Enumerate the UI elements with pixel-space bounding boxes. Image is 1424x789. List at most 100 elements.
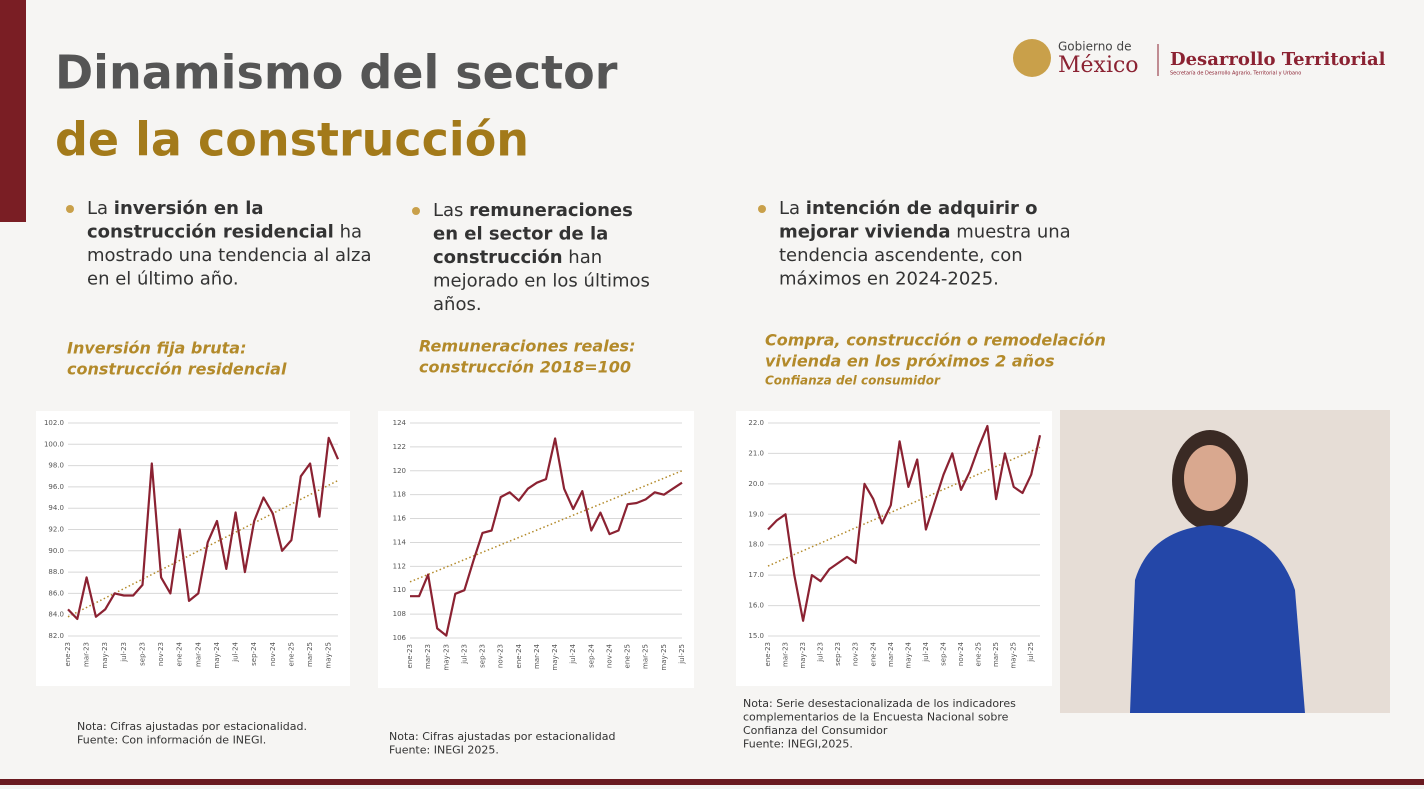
chart-title: Remuneraciones reales: (419, 337, 635, 356)
y-tick-label: 92.0 (48, 526, 64, 534)
x-tick-label: sep-23 (834, 642, 842, 666)
x-tick-label: sep-23 (138, 642, 146, 666)
interpreter-body (1130, 525, 1305, 713)
y-tick-label: 122 (393, 443, 406, 451)
chart-title: construcción residencial (67, 360, 287, 379)
y-tick-label: 116 (393, 515, 407, 523)
bullet-part: en el último año. (87, 269, 239, 290)
y-tick-label: 15.0 (748, 632, 764, 640)
x-tick-label: mar-25 (642, 644, 650, 669)
x-tick-label: mar-23 (83, 642, 91, 667)
bullet-part: ha (334, 222, 368, 243)
y-tick-label: 90.0 (48, 547, 64, 555)
chart-note: Fuente: INEGI,2025. (743, 738, 853, 751)
x-tick-label: jul-24 (922, 641, 930, 662)
x-tick-label: nov-24 (269, 641, 277, 666)
y-tick-label: 114 (393, 538, 407, 546)
logo-top: Gobierno de (1058, 40, 1131, 54)
logo-main: México (1058, 53, 1139, 78)
x-tick-label: mar-23 (424, 644, 432, 669)
y-tick-label: 16.0 (748, 602, 764, 610)
x-tick-label: may-23 (442, 644, 450, 671)
bullet-part: muestra una (951, 222, 1077, 243)
x-tick-label: sep-24 (939, 641, 947, 665)
chart-title: Inversión fija bruta: (67, 339, 247, 358)
y-tick-label: 100.0 (44, 440, 64, 448)
x-tick-label: jul-23 (817, 642, 825, 663)
y-tick-label: 18.0 (748, 541, 764, 549)
x-tick-label: ene-23 (64, 642, 72, 666)
x-tick-label: jul-23 (460, 644, 468, 665)
y-tick-label: 102.0 (44, 419, 64, 427)
bullet-part: años. (433, 294, 482, 315)
chart-subtitle: Confianza del consumidor (765, 374, 941, 388)
x-tick-label: nov-24 (957, 641, 965, 666)
bullet-dot (758, 205, 766, 213)
chart-note: Nota: Cifras ajustadas por estacionalida… (389, 730, 615, 743)
x-tick-label: mar-24 (887, 641, 895, 667)
chart-panel (736, 411, 1052, 686)
x-tick-label: may-24 (551, 643, 559, 670)
y-tick-label: 19.0 (748, 510, 764, 518)
x-tick-label: jul-25 (1027, 642, 1035, 663)
chart-panel (378, 411, 694, 688)
bullet-part: intención de adquirir o (806, 198, 1044, 219)
accent-bar (0, 0, 26, 222)
y-tick-label: 112 (393, 562, 406, 570)
chart-note: Fuente: INEGI 2025. (389, 744, 499, 757)
bullet-part: remuneraciones (469, 200, 639, 221)
x-tick-label: may-23 (101, 642, 109, 669)
x-tick-label: may-24 (213, 641, 221, 668)
chart-title: Compra, construcción o remodelación (765, 331, 1106, 350)
y-tick-label: 84.0 (48, 611, 64, 619)
chart-title: vivienda en los próximos 2 años (765, 352, 1055, 371)
x-tick-label: mar-24 (533, 643, 541, 669)
y-tick-label: 124 (393, 419, 407, 427)
bullet-part: mejorado en los últimos (433, 271, 656, 292)
y-tick-label: 22.0 (748, 419, 764, 427)
x-tick-label: may-24 (904, 641, 912, 668)
x-tick-label: ene-24 (176, 641, 184, 666)
trend-line (67, 479, 339, 618)
x-tick-label: sep-24 (250, 641, 258, 665)
y-tick-label: 82.0 (48, 632, 64, 640)
y-tick-label: 106 (393, 634, 407, 642)
x-tick-label: jul-25 (678, 644, 686, 665)
bullet-text: La intención de adquirir o mejorar vivie… (779, 198, 1076, 290)
x-tick-label: ene-25 (287, 642, 295, 666)
bullet-part: en el sector de la (433, 224, 615, 245)
logo-emblem (1013, 39, 1051, 77)
data-line (767, 424, 1042, 622)
bullet-part: La (87, 198, 114, 219)
x-tick-label: sep-23 (479, 644, 487, 668)
x-tick-label: ene-24 (515, 643, 523, 668)
bottom-bar (0, 779, 1424, 785)
bullet-part: máximos en 2024-2025. (779, 269, 999, 290)
y-tick-label: 120 (393, 467, 406, 475)
title-line: de la construcción (55, 113, 529, 167)
bullet-part: construcción residencial (87, 222, 334, 243)
bullet-dot (412, 207, 420, 215)
logo-sub: Secretaría de Desarrollo Agrario, Territ… (1170, 70, 1301, 77)
bullet-part: han (563, 247, 608, 268)
chart-note: Nota: Serie desestacionalizada de los in… (743, 697, 1016, 710)
chart-note: Fuente: Con información de INEGI. (77, 734, 266, 747)
y-tick-label: 118 (393, 491, 406, 499)
x-tick-label: may-23 (799, 642, 807, 669)
x-tick-label: ene-25 (624, 644, 632, 668)
x-tick-label: mar-23 (782, 642, 790, 667)
bullet-part: La (779, 198, 806, 219)
y-tick-label: 108 (393, 610, 406, 618)
y-tick-label: 110 (393, 586, 406, 594)
x-tick-label: jul-24 (232, 641, 240, 662)
chart-note: Nota: Cifras ajustadas por estacionalida… (77, 720, 307, 733)
x-tick-label: nov-23 (497, 644, 505, 668)
x-tick-label: mar-25 (992, 642, 1000, 667)
bullet-text: Las remuneraciones en el sector de la co… (433, 200, 656, 315)
x-tick-label: ene-23 (406, 644, 414, 668)
x-tick-label: jul-24 (569, 643, 577, 664)
y-tick-label: 20.0 (748, 480, 764, 488)
x-tick-label: sep-24 (587, 643, 595, 667)
x-tick-label: jul-23 (120, 642, 128, 663)
